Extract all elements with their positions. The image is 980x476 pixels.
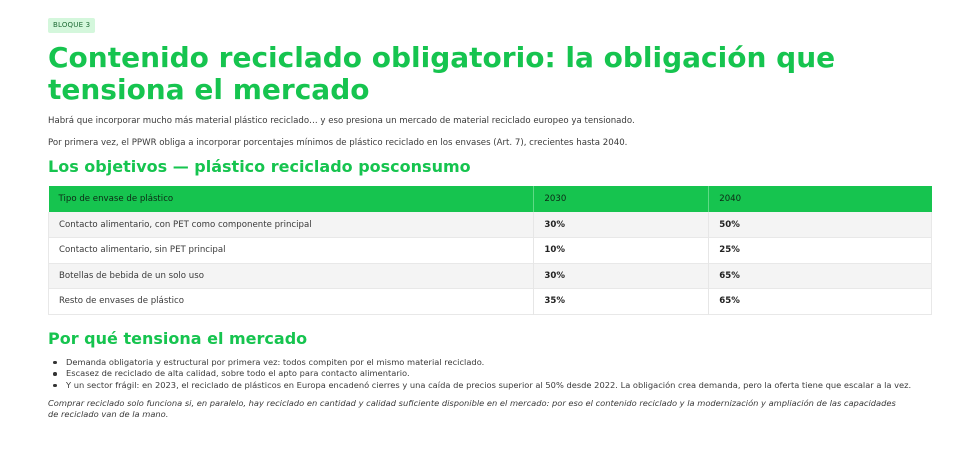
context-paragraph: Por primera vez, el PPWR obliga a incorp… [48, 138, 628, 148]
target-2030-cell: 35% [533, 288, 710, 314]
packaging-type-cell: Botellas de bebida de un solo uso [48, 263, 535, 289]
section-badge: BLOQUE 3 [48, 18, 96, 33]
objectives-heading: Los objetivos — plástico reciclado posco… [48, 157, 471, 176]
why-heading: Por qué tensiona el mercado [48, 328, 308, 348]
list-item: Demanda obligatoria y estructural por pr… [48, 357, 928, 368]
objectives-table: Tipo de envase de plástico 2030 2040 Con… [48, 186, 932, 315]
target-2040-cell: 25% [719, 245, 740, 256]
list-item: Escasez de reciclado de alta calidad, so… [48, 368, 928, 379]
table-row: Botellas de bebida de un solo uso 30% 65… [48, 263, 932, 289]
table-row: Contacto alimentario, con PET como compo… [48, 212, 932, 238]
table-header-row: Tipo de envase de plástico 2030 2040 [48, 186, 932, 212]
intro-paragraph: Habrá que incorporar mucho más material … [48, 116, 635, 126]
list-item: Y un sector frágil: en 2023, el reciclad… [48, 380, 928, 391]
packaging-type-cell: Contacto alimentario, sin PET principal [48, 237, 535, 263]
column-header-2040: 2040 [719, 194, 742, 204]
column-header-packaging-type: Tipo de envase de plástico [48, 186, 535, 212]
target-2030-cell: 30% [533, 263, 710, 289]
column-header-2030: 2030 [533, 186, 710, 212]
table-row: Resto de envases de plástico 35% 65% [48, 288, 932, 314]
table-row: Contacto alimentario, sin PET principal … [48, 237, 932, 263]
page-title: Contenido reciclado obligatorio: la obli… [48, 41, 836, 106]
target-2030-cell: 10% [533, 237, 710, 263]
target-2040-cell: 65% [719, 270, 740, 281]
target-2040-cell: 65% [719, 296, 740, 307]
packaging-type-cell: Resto de envases de plástico [48, 288, 535, 314]
packaging-type-cell: Contacto alimentario, con PET como compo… [48, 212, 535, 238]
closing-note: Comprar reciclado solo funciona si, en p… [48, 398, 896, 419]
target-2040-cell: 50% [719, 219, 740, 230]
target-2030-cell: 30% [533, 212, 710, 238]
reasons-list: Demanda obligatoria y estructural por pr… [48, 357, 932, 391]
